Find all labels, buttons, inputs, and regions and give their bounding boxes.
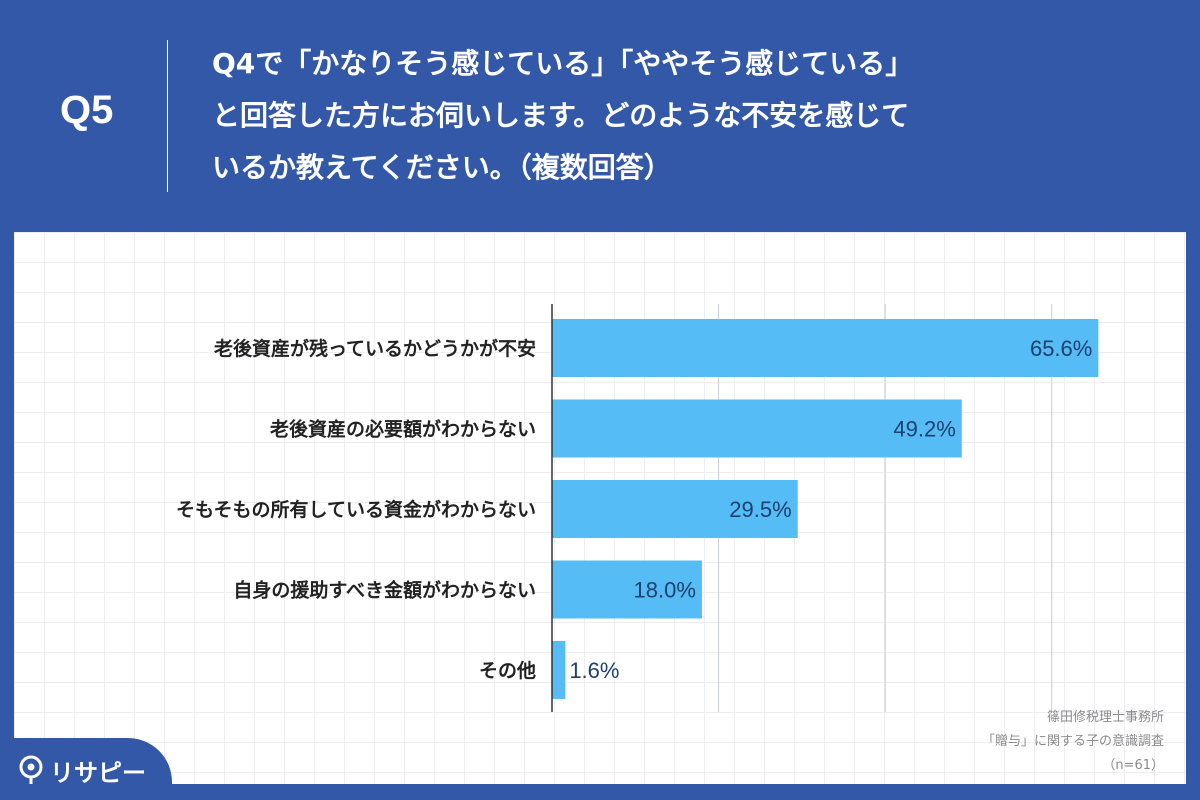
value-label: 49.2% [893, 417, 955, 442]
value-label: 65.6% [1030, 336, 1092, 361]
question-number: Q5 [60, 88, 114, 132]
bar [552, 480, 798, 538]
category-label: そもそもの所有している資金がわからない [176, 498, 536, 521]
category-label: 自身の援助すべき金額がわからない [233, 579, 536, 602]
bar [552, 560, 702, 619]
brand-name: リサピー [50, 758, 146, 787]
source-line: 篠田修税理士事務所 [1046, 710, 1164, 725]
question-line: と回答した方にお伺いします。どのような不安を感じて [212, 99, 910, 132]
chart-panel: 老後資産が残っているかどうかが不安 65.6% 老後資産の必要額がわからない 49.2… [14, 232, 1186, 784]
value-label: 18.0% [634, 578, 696, 603]
source-line: （n=61） [1102, 758, 1164, 773]
bar [552, 641, 566, 699]
source-note: 篠田修税理士事務所 「贈与」に関する子の意識調査 （n=61） [764, 706, 1164, 778]
category-label: 老後資産が残っているかどうかが不安 [214, 337, 536, 360]
category-label: 老後資産の必要額がわからない [270, 418, 536, 441]
value-label: 29.5% [729, 497, 791, 522]
brand-logo: リサピー [18, 750, 146, 790]
bar [552, 399, 962, 458]
question-line: Q4で「かなりそう感じている」「ややそう感じている」 [212, 47, 914, 80]
question-line: いるか教えてください。（複数回答） [212, 151, 672, 184]
lisapee-pin-icon [19, 755, 43, 784]
source-line: 「贈与」に関する子の意識調査 [981, 734, 1164, 749]
category-label: その他 [479, 659, 536, 682]
bar-chart: 老後資産が残っているかどうかが不安 65.6% 老後資産の必要額がわからない 49.2… [176, 304, 1099, 712]
value-label: 1.6% [569, 658, 619, 683]
header-divider [167, 40, 168, 192]
question-text: Q4で「かなりそう感じている」「ややそう感じている」 と回答した方にお伺いします… [212, 38, 1112, 194]
bar [552, 319, 1099, 377]
header: Q5 Q4で「かなりそう感じている」「ややそう感じている」 と回答した方にお伺い… [0, 0, 1200, 230]
